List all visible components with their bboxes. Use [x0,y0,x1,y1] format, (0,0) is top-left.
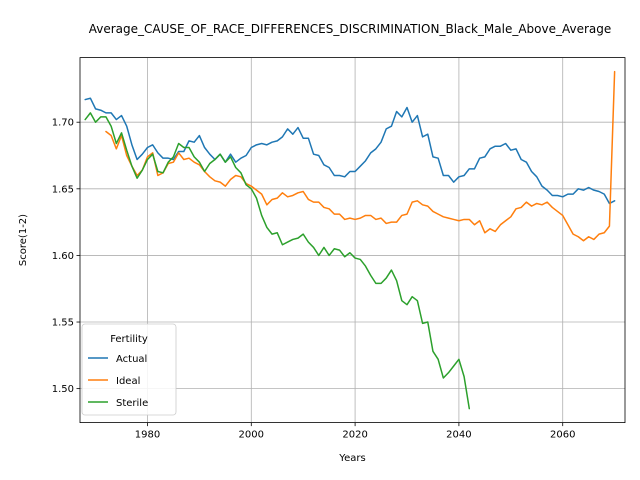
x-tick-label: 2060 [550,430,575,441]
legend-label-ideal: Ideal [116,376,140,387]
x-tick-label: 1980 [135,430,160,441]
legend-label-actual: Actual [116,354,147,365]
grid-lines [80,57,625,423]
x-tick-label: 2000 [239,430,264,441]
legend: Fertility Actual Ideal Sterile [81,323,177,416]
plot-frame [79,57,626,423]
y-axis: 1.50 1.55 1.60 1.65 1.70 [52,118,80,395]
series-lines [84,70,616,410]
y-tick-label: 1.55 [52,318,74,329]
series-line-ideal [105,70,616,242]
y-axis-label: Score(1-2) [18,214,29,266]
y-tick-label: 1.60 [52,251,74,262]
legend-box [81,323,177,416]
x-tick-label: 2040 [446,430,471,441]
y-tick-label: 1.50 [52,384,74,395]
x-axis-label: Years [338,453,365,464]
x-axis: 1980 2000 2020 2040 2060 [135,422,575,441]
chart-title: Average_CAUSE_OF_RACE_DIFFERENCES_DISCRI… [89,22,612,36]
y-tick-label: 1.65 [52,184,74,195]
x-tick-label: 2020 [342,430,367,441]
legend-title: Fertility [110,334,148,345]
legend-label-sterile: Sterile [116,398,148,409]
y-tick-label: 1.70 [52,118,74,129]
series-line-sterile [84,112,471,410]
series-line-actual [84,97,616,205]
